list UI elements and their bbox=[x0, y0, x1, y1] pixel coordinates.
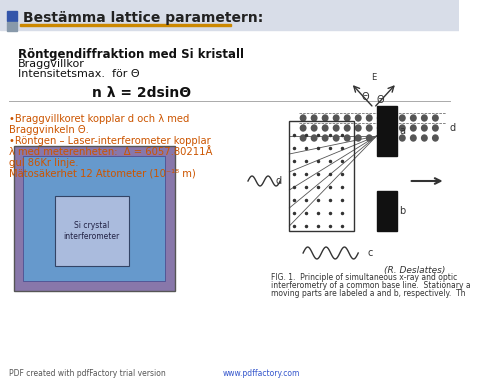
Text: moving parts are labeled a and b, respectively.  Th: moving parts are labeled a and b, respec… bbox=[271, 289, 466, 298]
Circle shape bbox=[356, 125, 361, 131]
Text: a: a bbox=[400, 126, 406, 136]
Text: Mätosäkerhet 12 Attometer (10⁻¹⁸ m): Mätosäkerhet 12 Attometer (10⁻¹⁸ m) bbox=[9, 169, 196, 179]
Circle shape bbox=[378, 125, 383, 131]
Bar bbox=[8, 22, 16, 31]
Text: Intensitetsmax.  för Θ: Intensitetsmax. för Θ bbox=[18, 69, 140, 79]
Circle shape bbox=[432, 115, 438, 121]
Text: E: E bbox=[371, 73, 376, 82]
Circle shape bbox=[378, 135, 383, 141]
Text: n λ = 2dsinΘ: n λ = 2dsinΘ bbox=[92, 86, 191, 100]
Circle shape bbox=[410, 135, 416, 141]
Text: Θ: Θ bbox=[362, 92, 370, 102]
Bar bbox=[0, 0, 459, 30]
Bar bbox=[290, 121, 354, 231]
Circle shape bbox=[334, 115, 339, 121]
Circle shape bbox=[344, 135, 350, 141]
Text: Röntgendiffraktion med Si kristall: Röntgendiffraktion med Si kristall bbox=[18, 48, 244, 61]
Text: Θ: Θ bbox=[376, 95, 384, 105]
Circle shape bbox=[322, 135, 328, 141]
Circle shape bbox=[410, 115, 416, 121]
Circle shape bbox=[356, 115, 361, 121]
Bar bbox=[20, 24, 232, 26]
Circle shape bbox=[432, 125, 438, 131]
Text: Braggvinkeln Θ.: Braggvinkeln Θ. bbox=[9, 125, 89, 135]
Text: •Braggvillkoret kopplar d och λ med: •Braggvillkoret kopplar d och λ med bbox=[9, 114, 190, 124]
Circle shape bbox=[312, 135, 317, 141]
Circle shape bbox=[422, 135, 427, 141]
Text: Bestämma lattice parametern:: Bestämma lattice parametern: bbox=[23, 11, 263, 25]
Bar bbox=[55, 196, 128, 266]
Text: λ med meterenheten:  Δ = 6057.80211Å: λ med meterenheten: Δ = 6057.80211Å bbox=[9, 147, 212, 157]
Circle shape bbox=[334, 135, 339, 141]
Circle shape bbox=[322, 115, 328, 121]
Bar bbox=[14, 146, 174, 291]
Circle shape bbox=[422, 115, 427, 121]
Circle shape bbox=[344, 115, 350, 121]
Text: FIG. 1.  Principle of simultaneous x-ray and optic: FIG. 1. Principle of simultaneous x-ray … bbox=[271, 273, 457, 282]
Circle shape bbox=[356, 135, 361, 141]
Text: PDF created with pdfFactory trial version: PDF created with pdfFactory trial versio… bbox=[9, 369, 168, 378]
Circle shape bbox=[400, 115, 405, 121]
Text: (R. Deslattes): (R. Deslattes) bbox=[384, 266, 446, 275]
Circle shape bbox=[410, 125, 416, 131]
Circle shape bbox=[400, 125, 405, 131]
Bar bbox=[23, 156, 166, 281]
Circle shape bbox=[366, 125, 372, 131]
Circle shape bbox=[312, 125, 317, 131]
Circle shape bbox=[388, 125, 394, 131]
Bar bbox=[8, 11, 16, 21]
Circle shape bbox=[344, 125, 350, 131]
Bar bbox=[376, 191, 397, 231]
Circle shape bbox=[366, 135, 372, 141]
Circle shape bbox=[300, 125, 306, 131]
Circle shape bbox=[422, 125, 427, 131]
Text: d: d bbox=[449, 123, 456, 133]
Circle shape bbox=[378, 115, 383, 121]
Text: Braggvillkor: Braggvillkor bbox=[18, 59, 85, 69]
Text: d: d bbox=[276, 176, 281, 186]
Circle shape bbox=[300, 135, 306, 141]
Circle shape bbox=[334, 125, 339, 131]
Text: www.pdffactory.com: www.pdffactory.com bbox=[222, 369, 300, 378]
Text: c: c bbox=[368, 248, 373, 258]
Circle shape bbox=[300, 115, 306, 121]
Circle shape bbox=[366, 115, 372, 121]
Text: Si crystal
interferometer: Si crystal interferometer bbox=[64, 221, 120, 241]
Text: b: b bbox=[400, 206, 406, 216]
Circle shape bbox=[388, 115, 394, 121]
Circle shape bbox=[388, 135, 394, 141]
Circle shape bbox=[322, 125, 328, 131]
Text: gul 86Kr linje.: gul 86Kr linje. bbox=[9, 158, 78, 168]
Text: interferometry of a common base line.  Stationary a: interferometry of a common base line. St… bbox=[271, 281, 470, 290]
Circle shape bbox=[432, 135, 438, 141]
Text: •Röntgen – Laser-interferometer kopplar: •Röntgen – Laser-interferometer kopplar bbox=[9, 136, 211, 146]
Bar bbox=[376, 106, 397, 156]
Circle shape bbox=[400, 135, 405, 141]
Circle shape bbox=[312, 115, 317, 121]
